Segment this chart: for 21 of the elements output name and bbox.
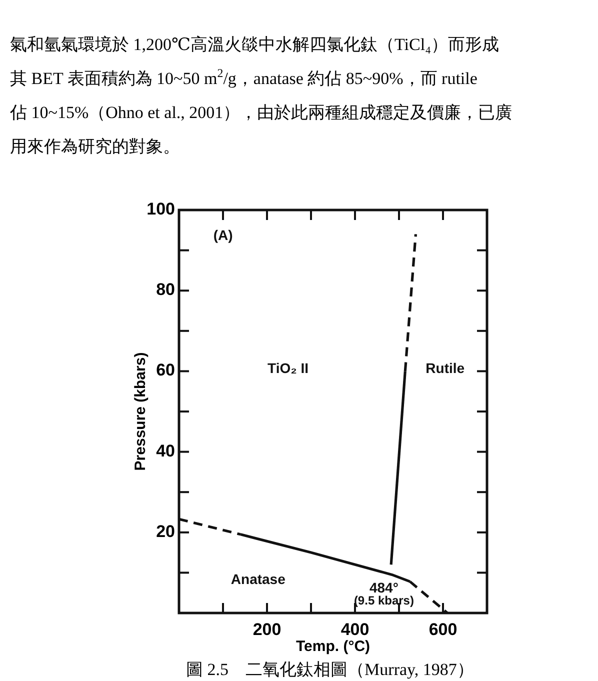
text: 其 BET 表面積約為 10~50 m$^{2}$/g，anatase 約佔 85~90%，而 rutile bbox=[10, 66, 478, 88]
annotation: Anatase bbox=[230, 570, 286, 587]
y-tick-label: 100 bbox=[146, 199, 175, 218]
y-tick-label: 60 bbox=[156, 360, 175, 380]
annotation: Rutile bbox=[426, 359, 465, 376]
annotation: TiO₂ II bbox=[268, 359, 309, 376]
annotation: (A) bbox=[213, 226, 233, 243]
x-axis-title: Temp. (°C) bbox=[296, 638, 370, 655]
y-tick-label: 80 bbox=[156, 280, 175, 300]
caption: 圖 2.5 二氧化鈦相圖（Murray, 1987） bbox=[186, 660, 474, 679]
text: 氣和氫氣環境於 1,200℃高溫火燄中水解四氯化鈦（TiCl₄）而形成 bbox=[10, 35, 500, 54]
text: 用來作為研究的對象。 bbox=[10, 137, 180, 156]
annotation: (9.5 kbars) bbox=[354, 594, 414, 608]
x-tick-label: 600 bbox=[428, 620, 458, 639]
y-tick-label: 20 bbox=[156, 522, 175, 541]
text: 佔 10~15%（Ohno et al., 2001），由於此兩種組成穩定及價廉，已廣 bbox=[9, 103, 512, 122]
x-tick-label: 200 bbox=[252, 620, 282, 639]
annotation: 484° bbox=[369, 579, 398, 596]
y-axis-title: Pressure (kbars) bbox=[132, 352, 149, 471]
y-tick-label: 40 bbox=[156, 441, 175, 460]
x-tick-label: 400 bbox=[340, 620, 370, 639]
